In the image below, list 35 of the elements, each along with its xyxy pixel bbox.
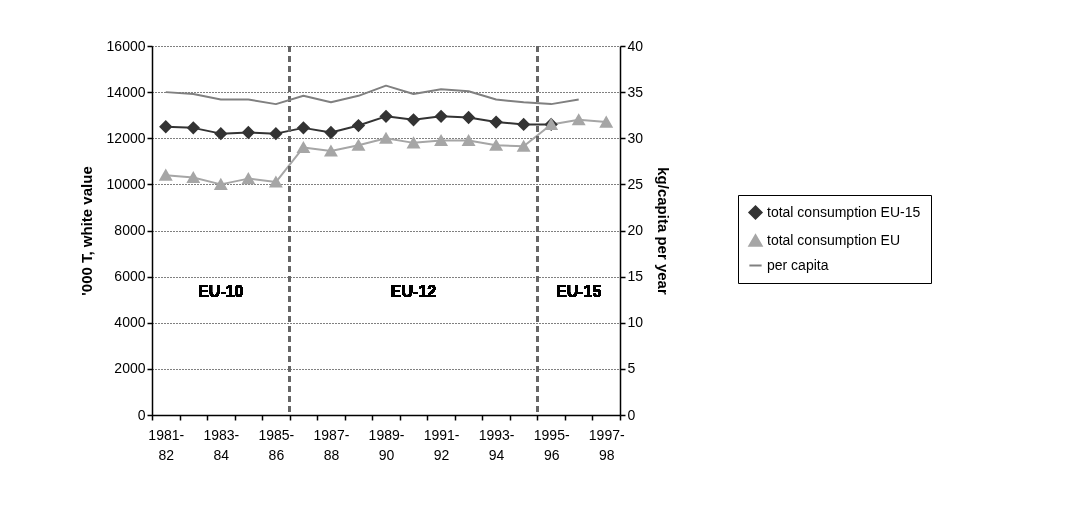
y-tick-label: 10000 <box>106 175 146 192</box>
y2-tick-label: 10 <box>627 314 644 331</box>
x-tick-label: 1997-98 <box>588 426 625 463</box>
x-tick-label: 1985-86 <box>258 426 295 463</box>
x-tick-label: 1993-94 <box>478 426 515 463</box>
legend-label: total consumption EU <box>767 231 901 248</box>
y2-axis-title: kg/capita per year <box>655 167 673 295</box>
y-tick-label: 12000 <box>106 129 146 146</box>
y-tick-label: 4000 <box>114 314 146 331</box>
y-tick-label: 8000 <box>114 222 146 238</box>
x-tick-label: 1995-96 <box>533 426 570 463</box>
y2-tick-label: 15 <box>627 268 644 285</box>
y2-tick-label: 30 <box>627 129 644 146</box>
y-tick-label: 6000 <box>114 268 146 285</box>
annotation: EU-12 <box>390 283 437 301</box>
y2-tick-label: 35 <box>627 83 644 100</box>
y2-tick-label: 25 <box>627 175 644 192</box>
x-tick-label: 1989-90 <box>368 426 405 463</box>
annotation: EU-15 <box>556 283 602 301</box>
legend-label: total consumption EU-15 <box>767 203 921 220</box>
y2-tick-label: 20 <box>627 222 644 238</box>
y2-tick-label: 40 <box>627 37 644 54</box>
y2-tick-label: 0 <box>627 406 636 423</box>
legend-label: per capita <box>767 256 829 273</box>
y2-tick-label: 5 <box>627 360 636 377</box>
x-tick-label: 1987-88 <box>313 426 350 463</box>
x-tick-label: 1983-84 <box>203 426 240 463</box>
y-tick-label: 16000 <box>106 37 146 54</box>
x-tick-label: 1991-92 <box>423 426 460 463</box>
y-tick-label: 14000 <box>106 83 146 100</box>
y-tick-label: 2000 <box>114 360 146 377</box>
x-tick-label: 1981-82 <box>148 426 185 463</box>
y-tick-label: 0 <box>137 406 146 423</box>
annotation: EU-10 <box>198 283 244 301</box>
y-axis-title: '000 T, white value <box>77 166 95 296</box>
